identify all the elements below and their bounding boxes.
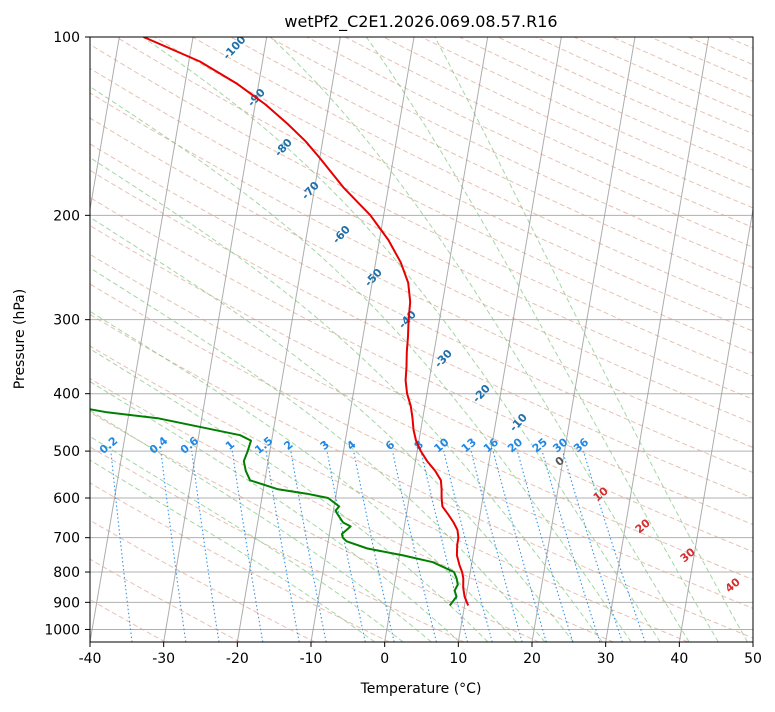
y-tick-label: 500 bbox=[53, 444, 80, 460]
x-tick-label: 30 bbox=[597, 651, 615, 667]
dry-adiabat-label: -80 bbox=[272, 136, 295, 160]
x-axis-ticks: -40 -30 -20 -10 0 10 20 30 40 50 bbox=[79, 642, 762, 667]
mixing-ratio-label: 36 bbox=[571, 435, 591, 455]
dry-adiabat bbox=[765, 37, 775, 642]
mixing-ratio-line bbox=[266, 451, 299, 642]
dry-adiabat bbox=[574, 37, 775, 642]
dry-adiabat bbox=[689, 37, 775, 642]
dry-adiabat bbox=[269, 37, 775, 642]
pressure-gridlines bbox=[90, 37, 753, 629]
moist-adiabat bbox=[0, 37, 574, 642]
y-axis-ticks: 100 200 300 400 500 600 700 800 900 1000 bbox=[44, 30, 90, 638]
x-tick-label: 10 bbox=[449, 651, 467, 667]
dry-adiabat bbox=[0, 37, 389, 642]
y-tick-label: 1000 bbox=[44, 622, 80, 638]
mixing-ratio-line bbox=[291, 451, 326, 642]
dry-adiabat bbox=[422, 37, 775, 642]
moist-adiabat-label: 10 bbox=[591, 484, 611, 504]
x-tick-label: 0 bbox=[380, 651, 389, 667]
moist-adiabat bbox=[0, 37, 516, 642]
x-tick-label: -30 bbox=[152, 651, 175, 667]
dry-adiabat-label: -10 bbox=[507, 411, 530, 435]
dry-adiabat bbox=[0, 37, 775, 642]
dry-adiabat bbox=[727, 37, 775, 642]
dry-adiabat bbox=[650, 37, 775, 642]
dry-adiabat bbox=[0, 37, 775, 642]
dry-adiabat bbox=[383, 37, 775, 642]
mixing-ratio-label: 30 bbox=[550, 435, 570, 455]
dry-adiabat bbox=[498, 37, 775, 642]
x-tick-label: -10 bbox=[300, 651, 323, 667]
dry-adiabat-label: -70 bbox=[299, 179, 322, 203]
mixing-ratio-label: 20 bbox=[505, 435, 525, 455]
dry-adiabat bbox=[0, 37, 775, 642]
y-tick-label: 700 bbox=[53, 531, 80, 547]
dry-adiabat bbox=[0, 37, 775, 642]
x-tick-label: 20 bbox=[523, 651, 541, 667]
y-axis-label: Pressure (hPa) bbox=[12, 289, 28, 389]
y-tick-label: 900 bbox=[53, 595, 80, 611]
mixing-ratio-line bbox=[583, 451, 645, 642]
dry-adiabat bbox=[2, 37, 775, 642]
moist-adiabat bbox=[15, 37, 631, 642]
mixing-ratio-label: 6 bbox=[383, 438, 397, 453]
x-tick-label: -40 bbox=[79, 651, 102, 667]
y-tick-label: 400 bbox=[53, 387, 80, 403]
y-tick-label: 100 bbox=[53, 30, 80, 46]
x-tick-label: -20 bbox=[226, 651, 249, 667]
mixing-ratio-label: 16 bbox=[481, 435, 501, 455]
dry-adiabat bbox=[0, 37, 315, 642]
dry-adiabat-label: -30 bbox=[432, 347, 455, 371]
moist-adiabat-label: 40 bbox=[723, 575, 743, 595]
dry-adiabat bbox=[0, 37, 614, 642]
moist-adiabat bbox=[0, 37, 431, 642]
isotherm bbox=[311, 37, 414, 642]
isotherms bbox=[0, 37, 775, 642]
chart-title: wetPf2_C2E1.2026.069.08.57.R16 bbox=[284, 12, 557, 32]
mixing-ratio-label: 4 bbox=[344, 438, 358, 453]
isotherm bbox=[16, 37, 119, 642]
isotherm bbox=[237, 37, 340, 642]
mixing-ratio-label: 10 bbox=[431, 435, 451, 455]
moist-adiabat bbox=[271, 37, 690, 642]
dry-adiabat bbox=[0, 37, 775, 642]
x-tick-label: 50 bbox=[744, 651, 762, 667]
mixing-ratio-line bbox=[444, 451, 493, 642]
mixing-ratio-line bbox=[161, 451, 186, 642]
moist-adiabat-label: 20 bbox=[633, 516, 653, 536]
plot-frame bbox=[90, 37, 753, 642]
moist-adiabat bbox=[0, 37, 375, 642]
dry-adiabat bbox=[0, 37, 240, 642]
x-tick-label: 40 bbox=[670, 651, 688, 667]
dry-adiabat-label: -50 bbox=[362, 266, 385, 290]
dry-adiabat bbox=[0, 37, 775, 642]
mixing-ratio-label: 2 bbox=[281, 438, 295, 453]
dry-adiabat bbox=[0, 37, 688, 642]
mixing-ratio-label: 25 bbox=[530, 435, 550, 455]
dry-adiabats bbox=[0, 37, 775, 642]
y-tick-label: 600 bbox=[53, 491, 80, 507]
dry-adiabat-label: -60 bbox=[330, 223, 353, 247]
mixing-ratio-line bbox=[393, 451, 437, 642]
y-tick-label: 300 bbox=[53, 313, 80, 329]
isotherm bbox=[532, 37, 635, 642]
mixing-ratio-line bbox=[192, 451, 219, 642]
y-tick-label: 800 bbox=[53, 565, 80, 581]
moist-adiabat bbox=[0, 37, 460, 642]
x-axis-label: Temperature (°C) bbox=[360, 681, 482, 697]
mixing-ratio-lines bbox=[64, 451, 645, 642]
dry-adiabat bbox=[78, 37, 775, 642]
isotherm bbox=[458, 37, 561, 642]
isotherm bbox=[164, 37, 267, 642]
mixing-ratio-line bbox=[471, 451, 522, 642]
isotherm bbox=[753, 37, 775, 642]
y-tick-label: 200 bbox=[53, 208, 80, 224]
dry-adiabat bbox=[0, 37, 775, 642]
mixing-ratio-label: 0.4 bbox=[147, 434, 171, 457]
